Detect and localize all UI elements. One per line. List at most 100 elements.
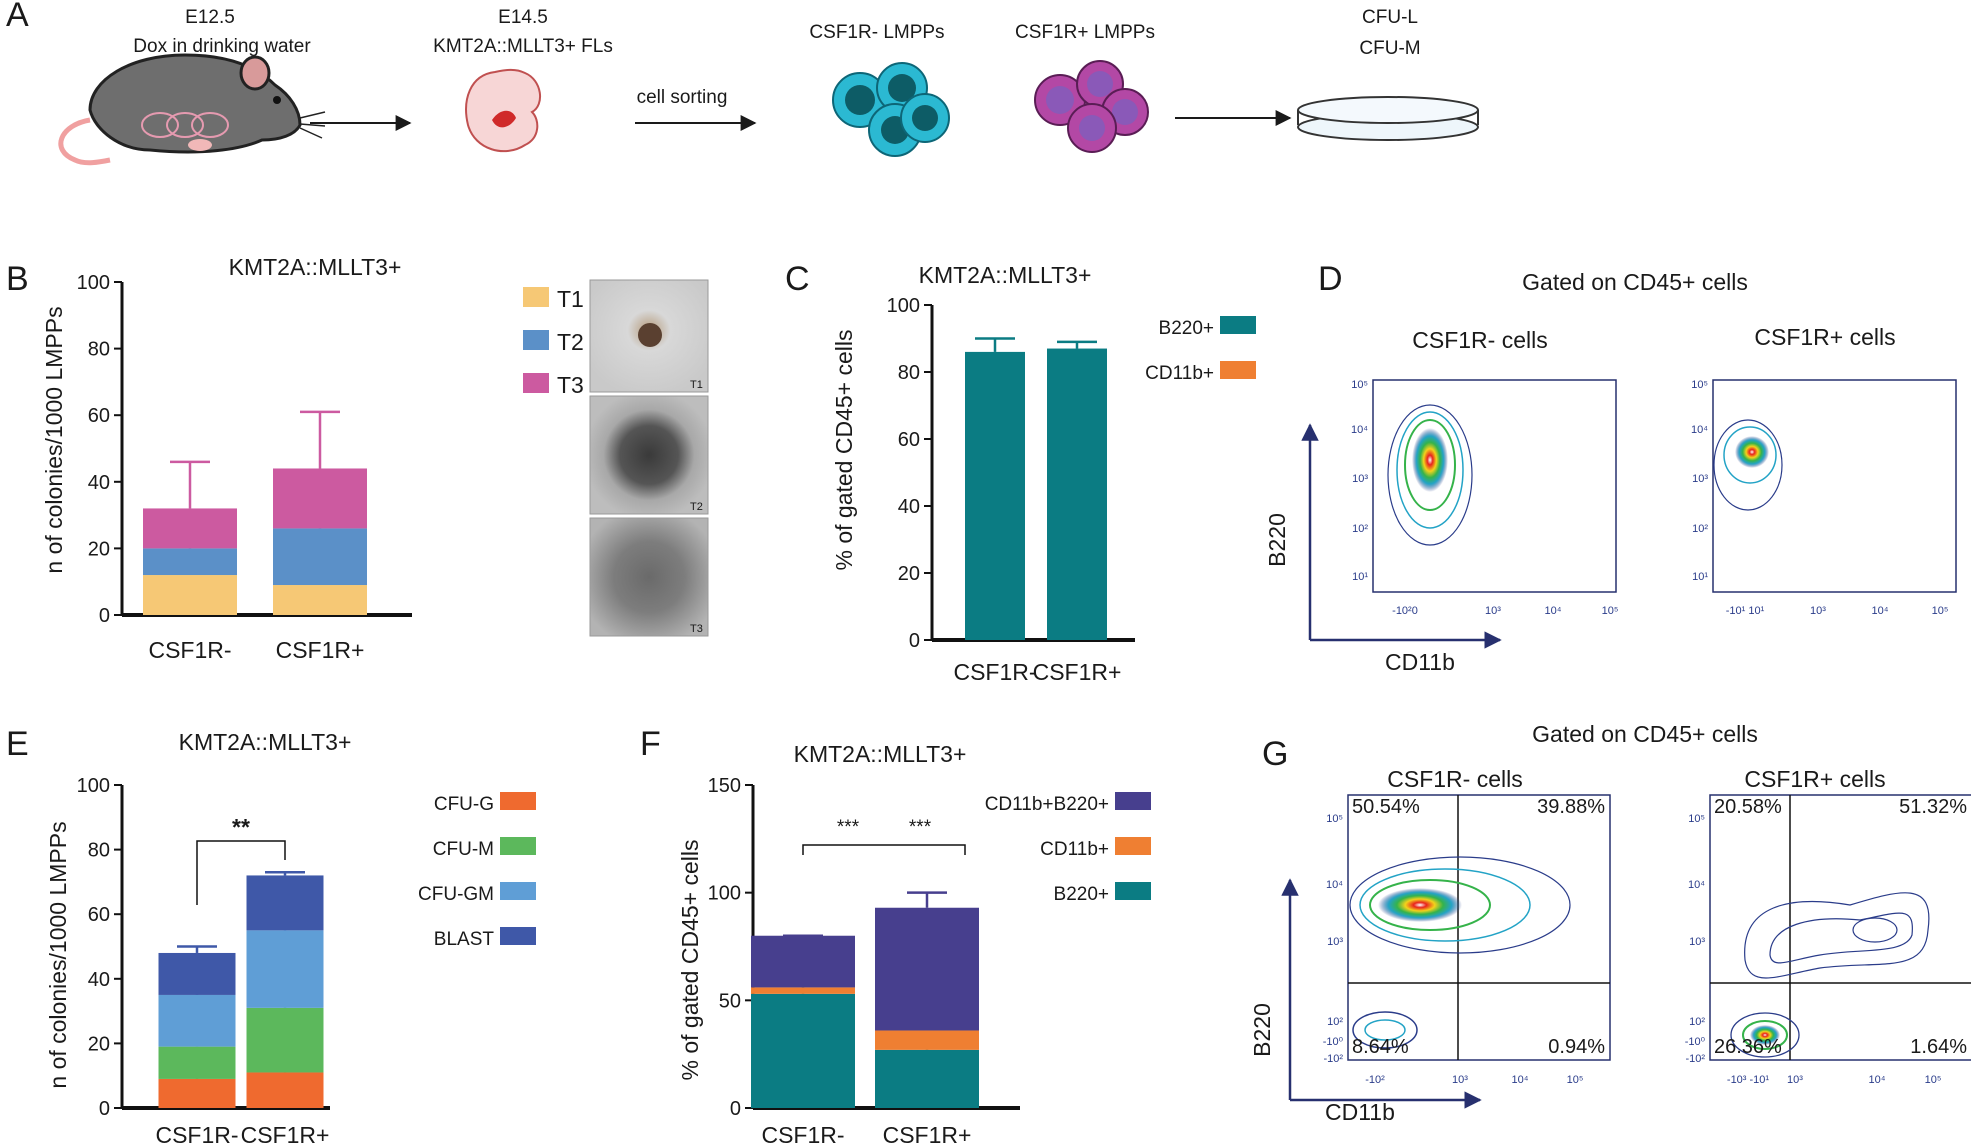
g-quadrant-label-1: 0.94%	[1548, 1036, 1605, 1058]
g-quadrant-label-2: 51.32%	[1899, 796, 1967, 818]
d-ytick-1: 10¹	[1352, 571, 1368, 583]
legend-label: BLAST	[434, 929, 495, 950]
petri-dish-icon	[1297, 96, 1479, 141]
sig-bracket-e	[196, 840, 286, 905]
bar-b220+	[751, 993, 855, 1108]
colony-photos: T1 T2 T3	[589, 279, 709, 637]
e-ylabel: n of colonies/1000 LMPPs	[45, 821, 71, 1088]
bar-blast	[246, 875, 324, 931]
d-ytick-1: 10⁵	[1351, 379, 1368, 391]
a-step2-line2: KMT2A::MLLT3+ FLs	[433, 36, 613, 57]
g-xtick-2: 10⁴	[1869, 1074, 1886, 1086]
d-ylabel: B220	[1264, 513, 1290, 567]
y-tick-label: 100	[77, 775, 110, 797]
g-ylabel: B220	[1249, 1003, 1275, 1057]
bar-cd11b+	[875, 1030, 979, 1050]
bar-b220+	[875, 1049, 979, 1108]
bar-b220+	[1047, 348, 1107, 640]
f-ylabel: % of gated CD45+ cells	[677, 840, 703, 1081]
bar-cd11b+b220+	[875, 907, 979, 1031]
x-category-label: CSF1R-	[148, 637, 231, 663]
legend-swatch	[1115, 792, 1151, 810]
y-tick-label: 20	[88, 1033, 110, 1055]
y-tick-label: 80	[898, 362, 920, 384]
d-ytick-2: 10⁵	[1691, 379, 1708, 391]
photo-label-t3: T3	[690, 623, 703, 635]
legend-f: CD11b+B220+CD11b+B220+	[985, 792, 1151, 905]
g-ytick-1: -10²	[1323, 1053, 1343, 1065]
legend-label: CD11b+	[1145, 363, 1214, 384]
g-quadrant-labels: 50.54% 39.88% 8.64% 0.94% 20.58% 51.32% 26.36%…	[1352, 796, 1967, 1058]
x-category-label: CSF1R-	[155, 1122, 238, 1147]
bar-cfu-g	[246, 1072, 324, 1108]
bar-t2	[143, 548, 237, 576]
legend-c: B220+ CD11b+	[1145, 316, 1256, 384]
legend-b: T1 T2 T3	[523, 286, 584, 398]
embryo-icon	[465, 68, 541, 153]
bar-t1	[143, 575, 237, 615]
g-flow-plot-1	[1347, 794, 1611, 1061]
g-ytick-2: 10²	[1689, 1016, 1705, 1028]
legend-label: B220+	[1159, 318, 1214, 339]
d-sub2: CSF1R+ cells	[1754, 324, 1895, 350]
bar-t3	[143, 508, 237, 549]
photo-label-t2: T2	[690, 501, 703, 513]
photo-label-t1: T1	[690, 379, 703, 391]
g-ytick-1: 10⁴	[1326, 879, 1343, 891]
sig-bracket-f	[802, 844, 966, 855]
y-tick-label: 60	[88, 405, 110, 427]
bar-cfu-m	[158, 1046, 236, 1079]
cells-icon-magenta	[1034, 60, 1149, 153]
g-quadrant-label-1: 39.88%	[1537, 796, 1605, 818]
sig-label-f1: ***	[837, 817, 860, 838]
a-step3: cell sorting	[637, 87, 728, 108]
y-tick-label: 40	[88, 969, 110, 991]
bar-t1	[273, 585, 367, 615]
legend-swatch	[523, 287, 549, 307]
bar-cfu-gm	[246, 930, 324, 1008]
y-tick-label: 100	[887, 295, 920, 317]
legend-label: CFU-M	[433, 839, 494, 860]
y-tick-label: 40	[898, 496, 920, 518]
y-tick-label: 40	[88, 472, 110, 494]
d-ticks: 10⁵ 10⁵ 10⁴ 10⁴ 10³ 10³ 10² 10² 10¹ 10¹ -10²0 10³ 10…	[1351, 379, 1948, 617]
d-xtick-1: 10⁴	[1545, 605, 1562, 617]
y-tick-label: 80	[88, 840, 110, 862]
c-ylabel: % of gated CD45+ cells	[831, 330, 857, 571]
g-quadrant-label-1: 8.64%	[1352, 1036, 1409, 1058]
chart-e: 0 20 40 60 80 100 CSF1R- CSF1R+ **	[77, 775, 330, 1147]
legend-swatch	[1115, 882, 1151, 900]
x-category-label: CSF1R+	[883, 1122, 972, 1147]
legend-label: B220+	[1054, 884, 1109, 905]
legend-swatch	[1220, 316, 1256, 334]
g-ticks: 10⁵ 10⁵ 10⁴ 10⁴ 10³ 10³ 10² 10² -10⁰ -10⁰ -10² -10²…	[1323, 813, 1942, 1086]
d-ytick-2: 10⁴	[1691, 424, 1708, 436]
y-tick-label: 0	[99, 1098, 110, 1120]
a-step2-line1: E14.5	[498, 7, 548, 28]
a-step6-line2: CFU-M	[1359, 38, 1420, 59]
y-tick-label: 100	[708, 883, 741, 905]
y-tick-label: 150	[708, 775, 741, 797]
sig-label-e: **	[232, 814, 250, 840]
legend-swatch	[500, 927, 536, 945]
mouse-icon	[58, 53, 326, 166]
g-ytick-2: 10⁴	[1688, 879, 1705, 891]
legend-label: T2	[557, 329, 584, 355]
d-xtick-1: 10⁵	[1602, 605, 1619, 617]
f-title: KMT2A::MLLT3+	[794, 741, 967, 767]
g-xtick-2: -10³ -10¹	[1727, 1074, 1770, 1086]
g-xtick-1: 10⁴	[1512, 1074, 1529, 1086]
y-tick-label: 50	[719, 990, 741, 1012]
legend-swatch	[523, 330, 549, 350]
bar-cd11b+b220+	[751, 935, 855, 988]
panel-label-f: F	[640, 725, 661, 763]
legend-label: CFU-G	[434, 794, 494, 815]
legend-label: CD11b+	[1040, 839, 1109, 860]
d-xtick-2: 10⁴	[1872, 605, 1889, 617]
bar-b220+	[965, 351, 1025, 640]
panel-label-b: B	[6, 260, 29, 298]
cells-icon-cyan	[832, 62, 950, 157]
d-ytick-1: 10⁴	[1351, 424, 1368, 436]
g-ytick-1: 10³	[1327, 936, 1343, 948]
g-ytick-2: 10³	[1689, 936, 1705, 948]
